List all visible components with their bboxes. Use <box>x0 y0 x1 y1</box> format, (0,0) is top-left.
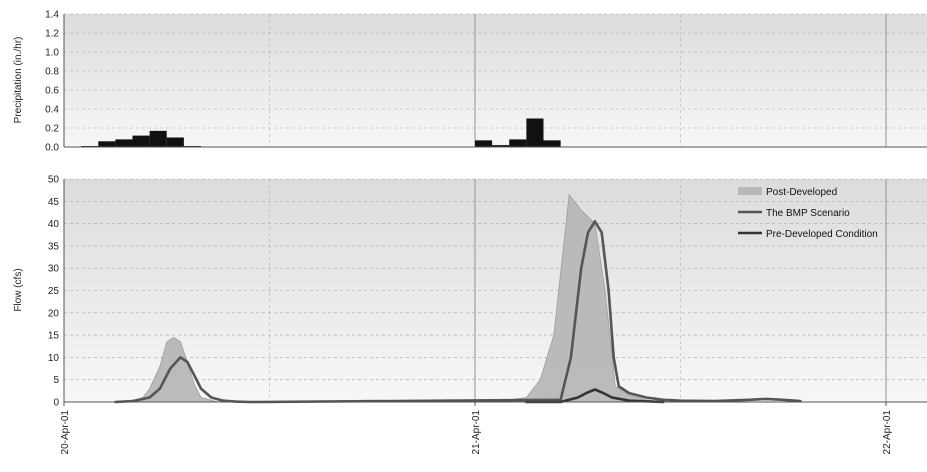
flow-series-group <box>114 193 802 404</box>
flow-gridlines <box>64 178 927 402</box>
precipitation-y-tick-label: 1.4 <box>45 10 59 21</box>
precipitation-bar <box>115 139 133 147</box>
flow-plot-area <box>64 179 927 402</box>
precipitation-y-tick-label: 1.2 <box>45 29 59 40</box>
legend-label-pre-developed: Pre-Developed Condition <box>766 229 878 240</box>
precipitation-plot-area <box>64 14 927 147</box>
legend-label-post-developed: Post-Developed <box>766 187 837 198</box>
flow-x-tick-label: 21-Apr-01 <box>471 410 482 455</box>
flow-x-tick-labels: 20-Apr-01 21-Apr-01 22-Apr-01 <box>60 402 893 454</box>
precipitation-bar <box>543 140 561 147</box>
precipitation-bar <box>166 137 184 147</box>
flow-y-tick-label: 30 <box>48 264 60 275</box>
precipitation-bar <box>149 130 167 147</box>
flow-y-tick-label: 25 <box>48 286 60 297</box>
flow-legend: Post-Developed The BMP Scenario Pre-Deve… <box>738 187 878 240</box>
precipitation-bars <box>81 118 561 147</box>
precipitation-bar <box>475 140 493 147</box>
precipitation-y-tick-label: 1.0 <box>45 48 59 59</box>
legend-label-bmp-scenario: The BMP Scenario <box>766 208 850 219</box>
precipitation-bar <box>526 118 544 147</box>
series-line-pre-developed <box>525 388 665 404</box>
flow-y-tick-label: 20 <box>48 308 60 319</box>
flow-y-tick-label: 10 <box>48 353 60 364</box>
flow-y-tick-label: 15 <box>48 331 60 342</box>
flow-y-tick-label: 45 <box>48 197 60 208</box>
precipitation-bar <box>98 141 116 147</box>
flow-y-tick-label: 0 <box>53 398 59 409</box>
flow-y-tick-label: 5 <box>53 375 59 386</box>
flow-y-tick-label: 35 <box>48 241 60 252</box>
precipitation-y-tick-label: 0.6 <box>45 86 59 97</box>
flow-axis-label: Flow (cfs) <box>13 268 24 311</box>
precipitation-bar <box>509 139 527 147</box>
legend-swatch-post-developed <box>738 187 762 195</box>
precipitation-y-tick-label: 0.0 <box>45 143 59 154</box>
flow-x-tick-label: 22-Apr-01 <box>882 410 893 455</box>
precipitation-bar <box>132 135 150 147</box>
flow-y-tick-labels: 0 5 10 15 20 25 30 35 40 45 50 <box>48 175 60 409</box>
flow-y-tick-label: 50 <box>48 175 60 186</box>
flow-x-tick-label: 20-Apr-01 <box>60 410 71 455</box>
precipitation-axis-label: Precipitation (in./hr) <box>13 37 24 124</box>
precipitation-panel: 0.0 0.2 0.4 0.6 0.8 1.0 1.2 1.4 Precipitation (… <box>13 10 927 154</box>
precipitation-gridlines <box>64 13 927 147</box>
precipitation-bar <box>492 145 510 147</box>
precipitation-y-tick-label: 0.2 <box>45 124 59 135</box>
series-line-bmp-scenario <box>114 220 802 404</box>
precipitation-y-tick-labels: 0.0 0.2 0.4 0.6 0.8 1.0 1.2 1.4 <box>45 10 59 154</box>
flow-y-tick-label: 40 <box>48 219 60 230</box>
precipitation-y-tick-label: 0.4 <box>45 105 59 116</box>
precipitation-y-tick-label: 0.8 <box>45 67 59 78</box>
